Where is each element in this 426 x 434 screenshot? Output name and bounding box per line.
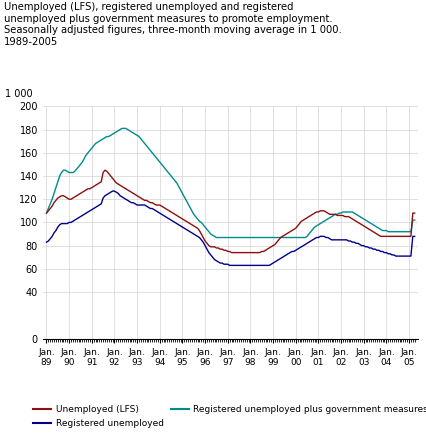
Legend: Unemployed (LFS), Registered unemployed, Registered unemployed plus government m: Unemployed (LFS), Registered unemployed,… (29, 402, 426, 431)
Text: Unemployed (LFS), registered unemployed and registered
unemployed plus governmen: Unemployed (LFS), registered unemployed … (4, 2, 341, 47)
Text: 1 000: 1 000 (5, 89, 33, 99)
